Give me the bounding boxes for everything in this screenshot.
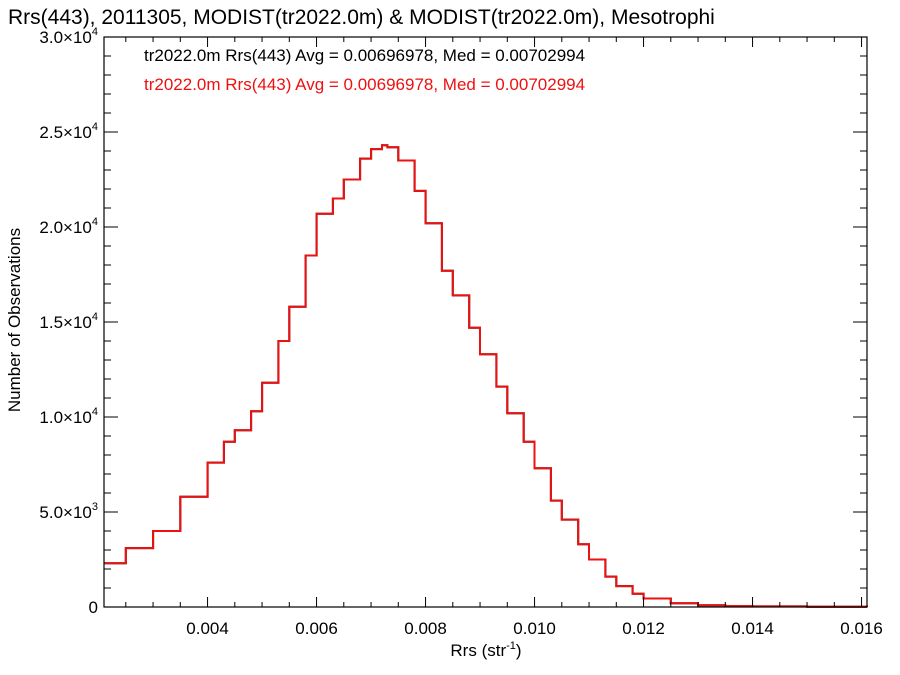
x-tick-label: 0.008 <box>404 619 447 638</box>
y-tick-label: 1.5×104 <box>39 311 98 332</box>
x-axis-label-close: ) <box>516 641 522 660</box>
y-axis: 0 5.0×103 1.0×104 1.5×104 2.0×104 2.5×104 3.0×… <box>39 26 867 617</box>
x-tick-label: 0.014 <box>731 619 774 638</box>
legend: tr2022.0m Rrs(443) Avg = 0.00696978, Med… <box>144 46 585 94</box>
legend-entry-1: tr2022.0m Rrs(443) Avg = 0.00696978, Med… <box>144 46 585 65</box>
series-line-1 <box>104 144 868 608</box>
y-axis-label: Number of Observations <box>5 228 24 412</box>
y-tick-label: 5.0×103 <box>39 501 98 522</box>
series-layer <box>104 144 868 608</box>
x-axis-label-superscript: -1 <box>506 640 516 652</box>
series-line-2 <box>104 144 868 608</box>
y-tick-label: 3.0×104 <box>39 26 98 47</box>
y-tick-label: 1.0×104 <box>39 406 98 427</box>
plot-frame <box>103 36 868 608</box>
y-tick-label: 2.5×104 <box>39 121 98 142</box>
x-tick-label: 0.004 <box>186 619 229 638</box>
x-axis-label-main: Rrs (str <box>450 641 506 660</box>
x-axis: 0.004 0.006 0.008 0.010 0.012 0.014 0.016 <box>125 37 883 638</box>
x-tick-label: 0.006 <box>295 619 338 638</box>
y-tick-label: 2.0×104 <box>39 216 98 237</box>
x-tick-label: 0.016 <box>840 619 883 638</box>
legend-entry-2: tr2022.0m Rrs(443) Avg = 0.00696978, Med… <box>144 75 585 94</box>
x-tick-label: 0.010 <box>513 619 556 638</box>
y-tick-label: 0 <box>89 598 98 617</box>
x-tick-label: 0.012 <box>622 619 665 638</box>
x-axis-label: Rrs (str-1) <box>450 640 521 660</box>
chart-title: Rrs(443), 2011305, MODIST(tr2022.0m) & M… <box>8 6 715 29</box>
